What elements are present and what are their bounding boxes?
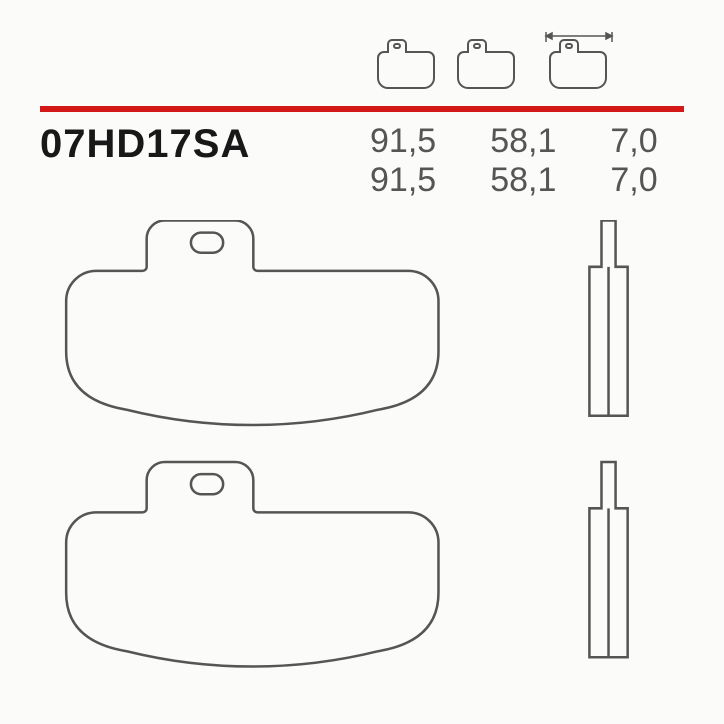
pad-side-bottom <box>589 462 627 657</box>
pad-icon-1 <box>374 36 440 92</box>
part-number: 07HD17SA <box>40 122 370 200</box>
dim-cell: 91,5 <box>370 161 436 200</box>
part-info-row: 07HD17SA 91,5 91,5 58,1 58,1 7,0 7,0 <box>40 122 684 200</box>
pad-front-bottom <box>66 462 438 667</box>
dim-cell: 7,0 <box>610 122 657 161</box>
pad-icon-2 <box>454 36 520 92</box>
technical-drawings <box>40 220 684 694</box>
dim-cell: 7,0 <box>610 161 657 200</box>
dim-col-width: 91,5 91,5 <box>370 122 436 200</box>
red-divider <box>40 106 684 112</box>
pad-icon-3-with-dimension <box>534 30 624 92</box>
header-dimension-icons <box>374 30 624 92</box>
pad-side-top <box>589 221 627 416</box>
dimension-columns: 91,5 91,5 58,1 58,1 7,0 7,0 <box>370 122 658 200</box>
dim-cell: 58,1 <box>490 161 556 200</box>
dim-col-thickness: 7,0 7,0 <box>610 122 657 200</box>
dim-col-height: 58,1 58,1 <box>490 122 556 200</box>
drawings-svg <box>40 220 684 694</box>
dim-cell: 58,1 <box>490 122 556 161</box>
pad-front-top <box>66 221 438 426</box>
dim-cell: 91,5 <box>370 122 436 161</box>
